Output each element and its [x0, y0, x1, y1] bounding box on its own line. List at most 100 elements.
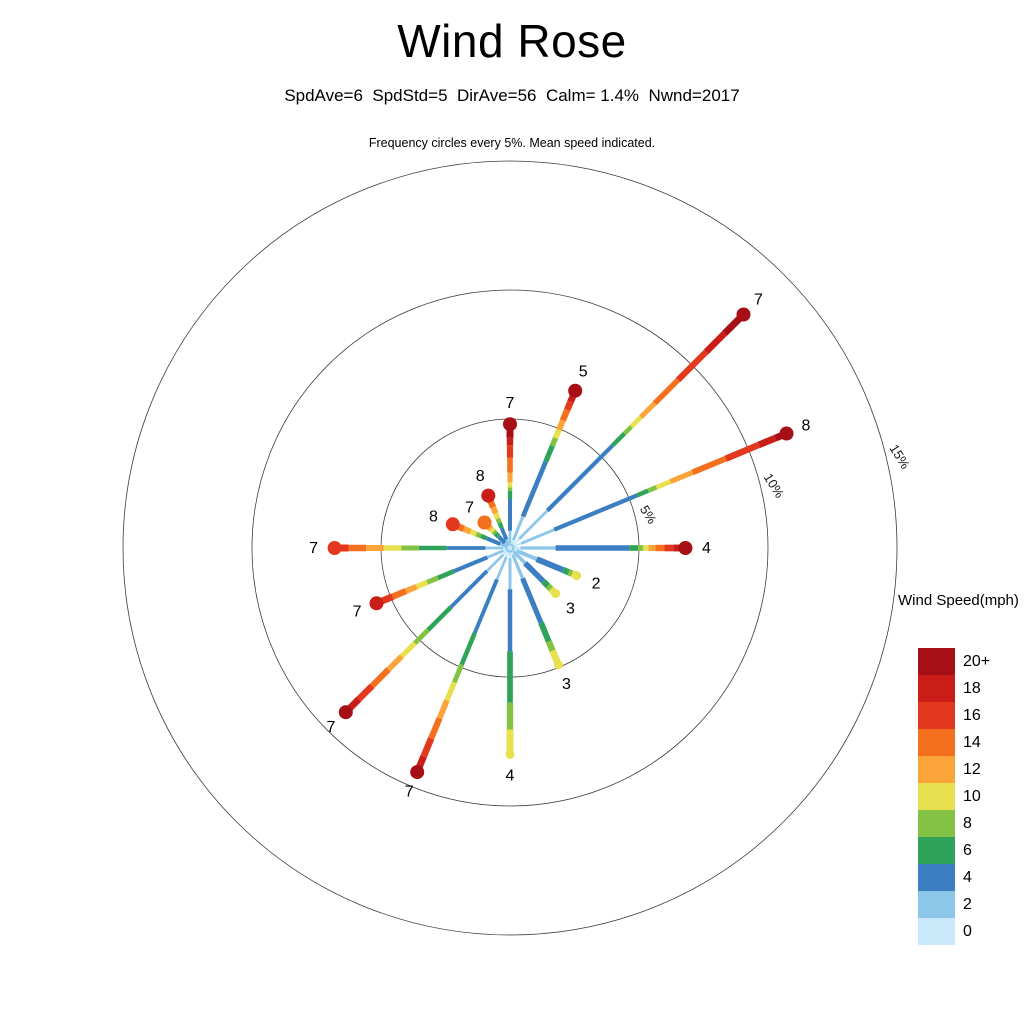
legend-entry: 14	[918, 729, 990, 756]
spoke-segment	[497, 521, 504, 529]
spoke-segment	[655, 479, 672, 490]
spoke-segment	[636, 488, 650, 498]
legend-entry: 20+	[918, 648, 990, 675]
legend-speed-label: 4	[963, 869, 972, 886]
spoke-mean-speed-label: 5	[579, 363, 588, 380]
legend-speed-label: 10	[963, 788, 981, 805]
spoke-tip	[678, 541, 693, 555]
spoke-segment	[545, 443, 615, 513]
spoke-segment	[462, 526, 472, 535]
spoke-segment	[469, 529, 478, 537]
legend-color-swatch	[918, 783, 955, 810]
spoke-segment	[453, 555, 489, 574]
spoke-segment	[459, 632, 477, 666]
spoke-segment	[348, 696, 362, 710]
spoke-segment	[511, 554, 525, 580]
spoke-tip	[572, 571, 582, 581]
legend-color-swatch	[918, 756, 955, 783]
spoke-segment	[486, 549, 504, 559]
legend-color-swatch	[918, 675, 955, 702]
spoke-segment	[669, 469, 694, 485]
spoke-segment	[556, 419, 566, 432]
spoke-segment	[515, 548, 538, 561]
spoke-segment	[436, 569, 455, 581]
spoke-segment	[415, 579, 429, 590]
spoke-segment	[493, 512, 501, 520]
spoke-segment	[485, 536, 502, 546]
spoke-segment	[511, 515, 525, 541]
ring-percent-label: 10%	[761, 471, 788, 501]
spoke-tip	[503, 417, 517, 432]
legend-speed-label: 20+	[963, 653, 991, 670]
spoke-segment	[535, 556, 565, 573]
spoke-segment	[472, 578, 499, 634]
spoke-segment	[428, 717, 443, 740]
spoke-segment	[404, 583, 418, 594]
spoke-mean-speed-label: 2	[592, 576, 601, 593]
spoke-segment	[553, 493, 639, 532]
spoke-segment	[724, 441, 761, 462]
spoke-segment	[545, 583, 554, 592]
spoke-segment	[495, 517, 502, 524]
legend-speed-label: 8	[963, 815, 972, 832]
spoke-segment	[518, 509, 549, 540]
legend-speed-label: 16	[963, 707, 981, 724]
frequency-note: Frequency circles every 5%. Mean speed i…	[368, 136, 656, 150]
legend-entry: 2	[918, 891, 990, 918]
spoke-mean-speed-label: 8	[429, 508, 438, 525]
spoke-segment	[490, 505, 499, 515]
legend-color-swatch	[918, 702, 955, 729]
calm-center-core	[507, 545, 513, 551]
spoke-tip	[445, 517, 460, 532]
stats-summary: SpdAve=6 SpdStd=5 DirAve=56 Calm= 1.4% N…	[284, 86, 740, 105]
legend-speed-label: 12	[963, 761, 981, 778]
spoke-mean-speed-label: 8	[476, 468, 485, 485]
spoke-segment	[426, 575, 439, 585]
legend-speed-label: 0	[963, 923, 972, 940]
spoke-segment	[562, 567, 570, 576]
spoke-segment	[495, 556, 508, 580]
spoke-mean-speed-label: 7	[465, 500, 474, 517]
spoke-segment	[369, 667, 391, 689]
spoke-segment	[487, 500, 497, 509]
legend-entry: 12	[918, 756, 990, 783]
spoke-mean-speed-label: 4	[702, 540, 711, 557]
spoke-mean-speed-label: 7	[353, 603, 362, 620]
spoke-segment	[622, 424, 634, 436]
spoke-tip	[568, 383, 583, 398]
spoke-segment	[520, 528, 555, 545]
spoke-segment	[545, 640, 556, 653]
ring-percent-label: 5%	[637, 503, 660, 527]
spoke-segment	[391, 588, 408, 600]
spoke-segment	[652, 377, 681, 406]
spoke-segment	[629, 415, 643, 429]
spoke-segment	[496, 534, 507, 545]
spoke-tip	[327, 541, 342, 555]
legend-color-swatch	[918, 810, 955, 837]
spoke-segment	[559, 408, 571, 422]
spoke-segment	[380, 593, 394, 605]
spoke-segment	[479, 533, 488, 541]
legend-entry: 0	[918, 918, 990, 945]
spoke-tip	[551, 589, 561, 599]
spoke-segment	[691, 455, 727, 476]
spoke-segment	[488, 526, 496, 534]
spoke-mean-speed-label: 7	[506, 395, 515, 412]
spoke-segment	[543, 444, 555, 463]
chart-title: Wind Rose	[397, 15, 627, 67]
spoke-tip	[505, 749, 515, 759]
spoke-tip	[477, 515, 492, 530]
frequency-ring	[122, 160, 898, 936]
spoke-tip	[481, 488, 496, 503]
spoke-segment	[512, 550, 527, 565]
spoke-tip	[553, 660, 563, 670]
spoke-segment	[444, 681, 457, 702]
legend-title: Wind Speed(mph)	[898, 592, 1019, 609]
spoke-segment	[520, 577, 544, 624]
legend-speed-label: 14	[963, 734, 981, 751]
legend-speed-label: 6	[963, 842, 972, 859]
spoke-segment	[386, 654, 404, 672]
spoke-segment	[523, 561, 546, 584]
